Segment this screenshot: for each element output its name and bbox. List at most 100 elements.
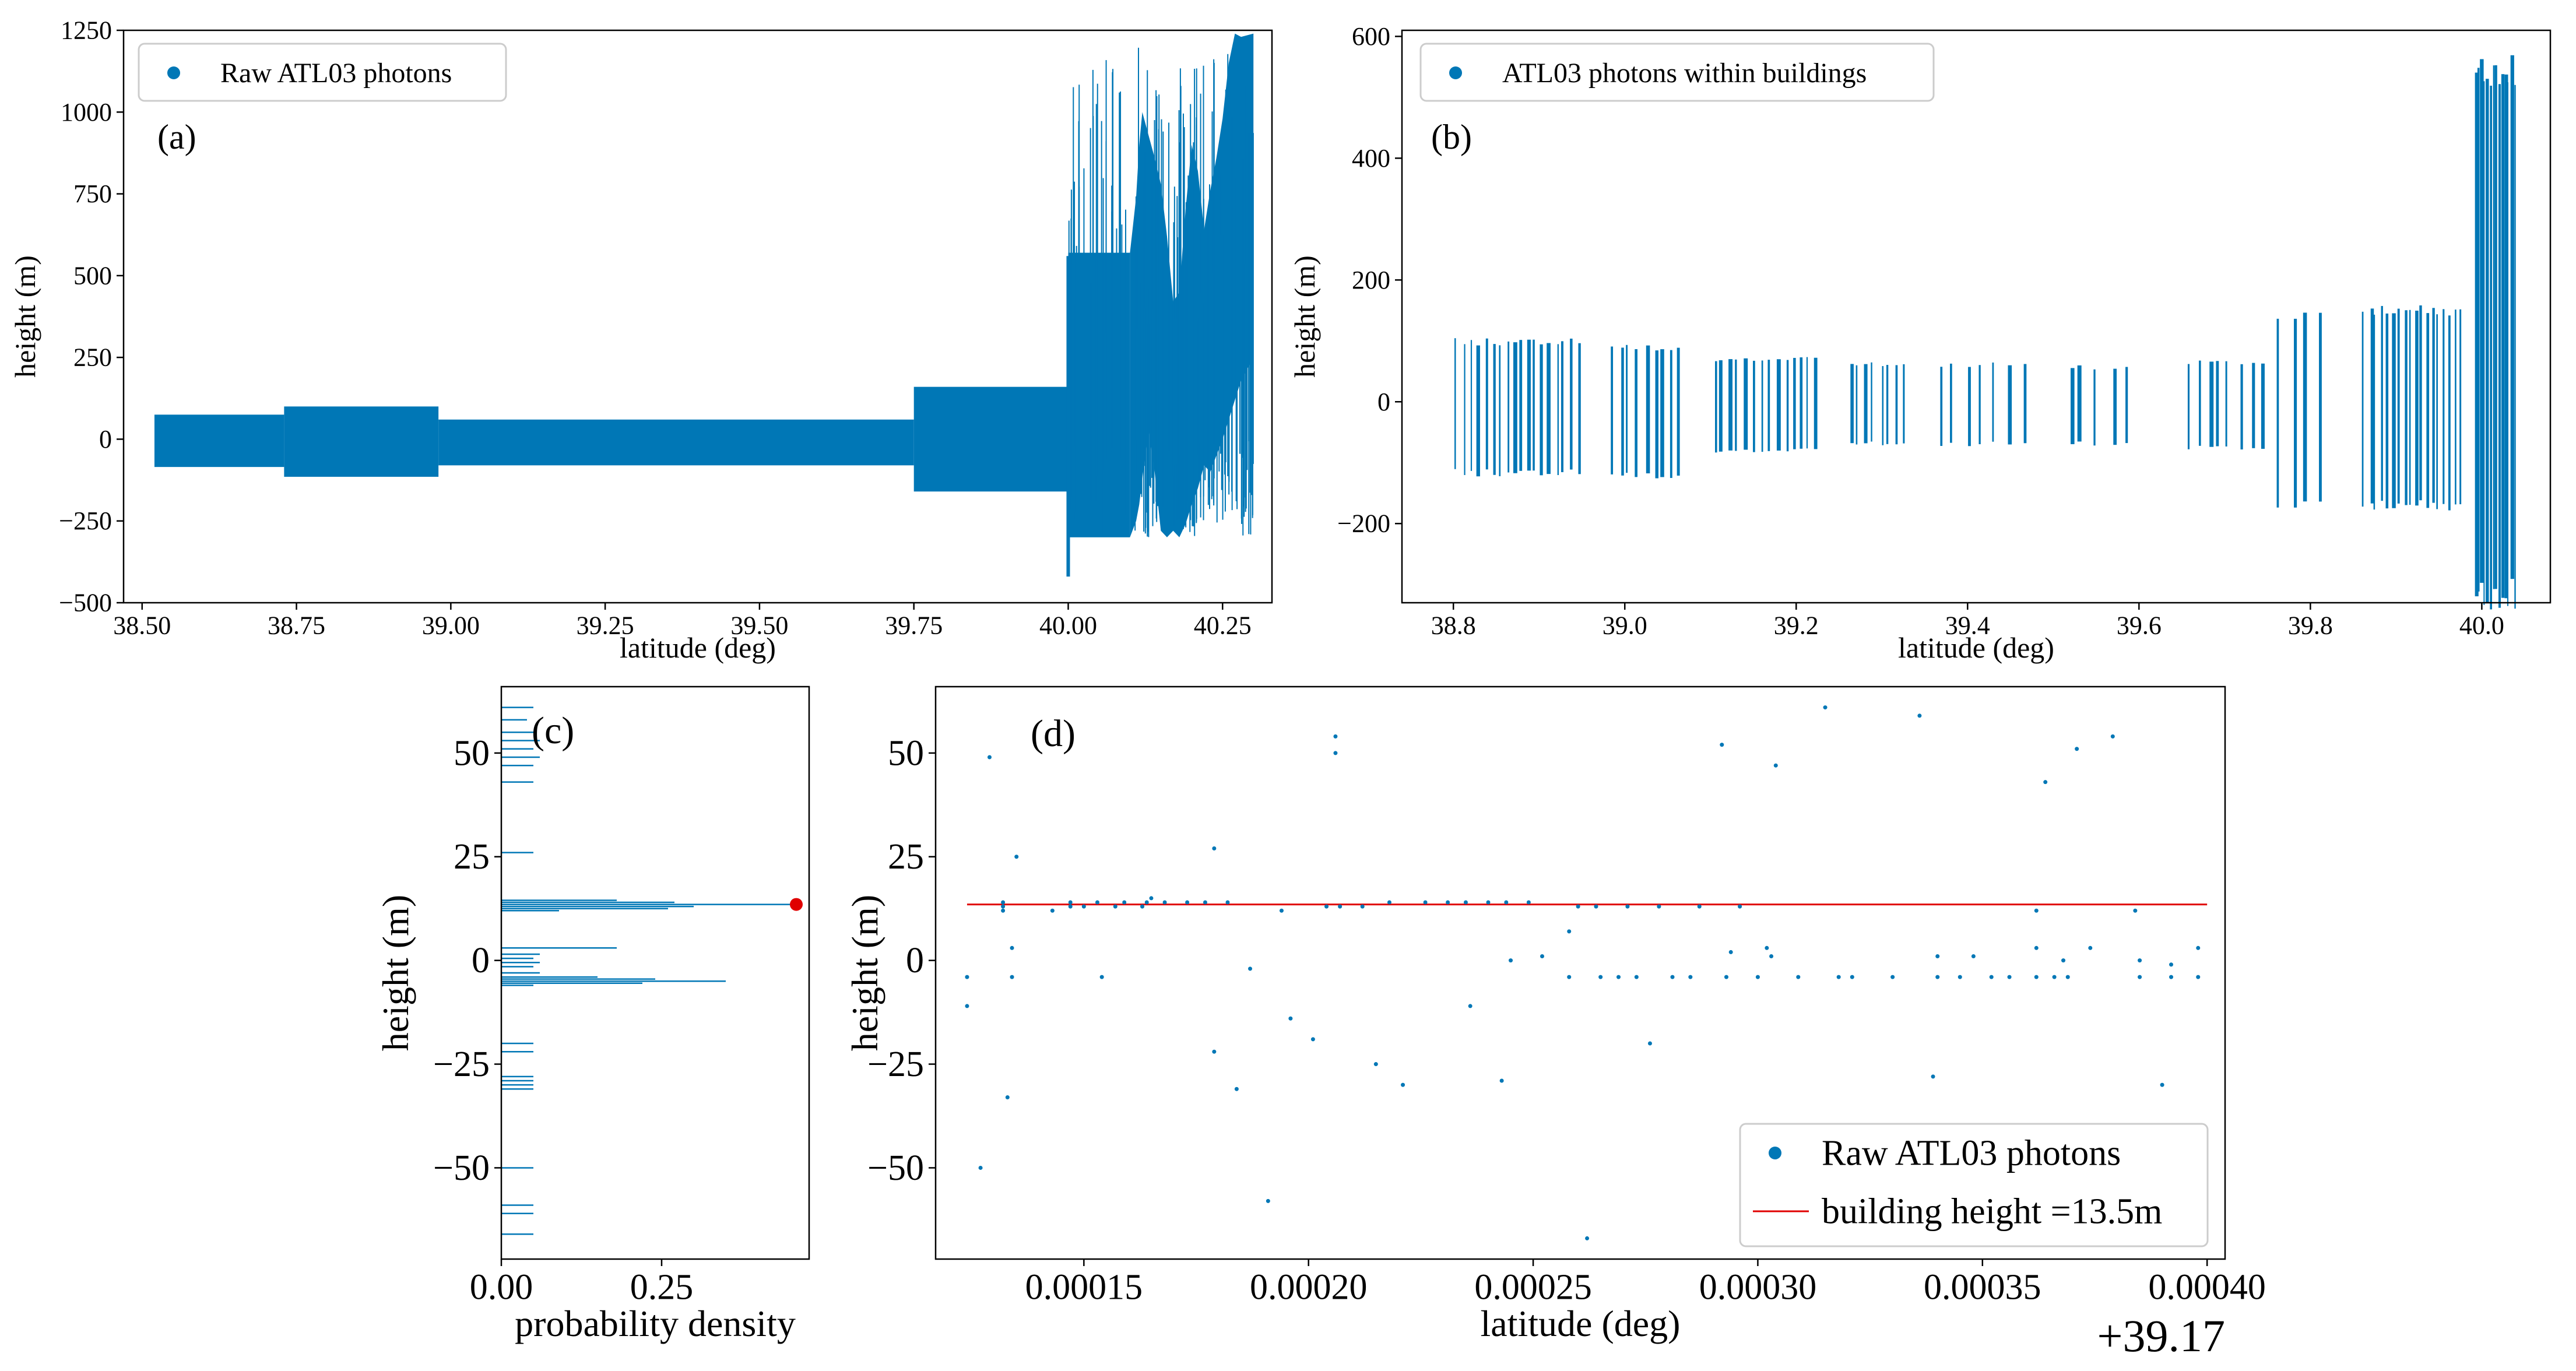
photon-point — [1755, 975, 1760, 979]
x-tick-label: 39.00 — [422, 611, 480, 639]
photon-point — [1279, 908, 1284, 913]
legend-marker — [167, 66, 180, 79]
panel-label: (b) — [1431, 118, 1472, 156]
photon-point — [1001, 908, 1006, 913]
photon-point — [1765, 945, 1769, 950]
photon-strip — [1513, 342, 1517, 473]
photon-strip — [2490, 85, 2493, 610]
panel-d: 0.00015 0.00020 0.00025 0.00030 0.00035 0.000… — [844, 686, 2266, 1361]
photon-strip — [1886, 365, 1889, 444]
x-tick-label: 0.00030 — [1699, 1268, 1817, 1307]
photon-band — [154, 414, 284, 467]
y-tick-label: −200 — [1337, 509, 1390, 538]
photon-strip — [2113, 368, 2117, 445]
photon-point — [2138, 975, 2142, 979]
panel-label: (c) — [532, 709, 574, 752]
photon-point — [1594, 904, 1598, 909]
photon-strip — [1578, 343, 1581, 474]
photon-point — [2052, 975, 2057, 979]
photon-point — [2169, 962, 2174, 967]
photon-point — [1333, 734, 1338, 739]
photon-point — [1526, 900, 1531, 905]
photon-point — [1728, 950, 1733, 954]
x-tick-label: 39.25 — [577, 611, 634, 639]
plot-frame — [500, 686, 810, 1260]
photon-strip — [1493, 344, 1496, 475]
photon-strip — [2510, 55, 2514, 579]
photon-strip — [1670, 350, 1672, 478]
photon-strip — [1655, 350, 1659, 479]
y-tick-label: −50 — [433, 1148, 490, 1188]
photon-point — [1266, 1198, 1270, 1203]
photon-point — [1212, 1049, 1217, 1054]
photon-point — [1697, 904, 1702, 909]
photon-strip — [1485, 338, 1488, 470]
photon-strip — [1561, 341, 1563, 472]
photon-band — [438, 419, 914, 466]
photon-strip — [2276, 318, 2279, 508]
photon-strip — [1533, 339, 1535, 471]
photon-point — [1670, 975, 1675, 979]
x-tick-label: 0.00040 — [2148, 1268, 2266, 1307]
photon-strip — [2486, 79, 2489, 603]
photon-point — [1634, 975, 1639, 979]
photon-point — [1144, 900, 1149, 905]
photon-strip — [2093, 369, 2096, 446]
photon-point — [1463, 900, 1468, 905]
photon-strip — [1454, 338, 1456, 469]
photon-strip — [1646, 345, 1650, 474]
photon-strip — [1806, 357, 1808, 449]
photon-strip — [2455, 310, 2456, 505]
x-tick-label: 0.00020 — [1250, 1268, 1368, 1307]
x-tick-label: 39.50 — [730, 611, 788, 639]
y-tick-label: 25 — [888, 837, 924, 877]
y-tick-label: −250 — [59, 507, 112, 535]
y-tick-label: 0 — [906, 941, 924, 980]
photon-strip — [2294, 318, 2297, 508]
photon-strip — [2008, 365, 2012, 445]
x-tick-label: 0.00 — [470, 1268, 533, 1307]
photon-point — [1324, 904, 1329, 909]
photon-strip — [2415, 310, 2419, 506]
photon-point — [1598, 975, 1603, 979]
photon-point — [1486, 900, 1491, 905]
y-tick-label: 1250 — [61, 16, 112, 45]
photon-strip — [2514, 85, 2516, 609]
photon-point — [1931, 1074, 1935, 1079]
photon-point — [2138, 958, 2142, 963]
y-tick-label: 1000 — [61, 98, 112, 126]
photon-strip — [2370, 308, 2374, 504]
photon-point — [1935, 954, 1940, 959]
photon-strip — [2023, 364, 2027, 444]
x-tick-label: 38.50 — [113, 611, 171, 639]
x-tick-label: 0.25 — [630, 1268, 694, 1307]
photon-strip — [2319, 312, 2322, 502]
photon-point — [987, 755, 992, 760]
photon-point — [1504, 900, 1509, 905]
photon-point — [2196, 945, 2201, 950]
photon-strip — [2071, 368, 2075, 444]
photon-point — [1509, 958, 1513, 963]
photon-strip — [2405, 310, 2408, 505]
photon-point — [1773, 763, 1778, 768]
photon-point — [1185, 900, 1190, 905]
photon-strip — [2252, 363, 2255, 448]
panel-label: (d) — [1031, 712, 1076, 755]
photon-point — [1099, 975, 1104, 979]
photon-point — [1387, 900, 1391, 905]
y-tick-label: 0 — [1377, 388, 1390, 416]
photon-strip — [1850, 364, 1854, 444]
photon-strip — [1470, 340, 1472, 471]
photon-strip — [1527, 339, 1531, 471]
photon-point — [1567, 975, 1572, 979]
photon-point — [1095, 900, 1099, 905]
photon-strip — [2373, 314, 2375, 510]
photon-strip — [2381, 305, 2383, 501]
photon-strip — [2216, 361, 2219, 447]
photon-strip — [1499, 345, 1501, 476]
photon-point — [965, 975, 969, 979]
photon-point — [2110, 734, 2115, 739]
photon-strip — [1767, 360, 1770, 451]
photon-strip — [1570, 338, 1573, 470]
